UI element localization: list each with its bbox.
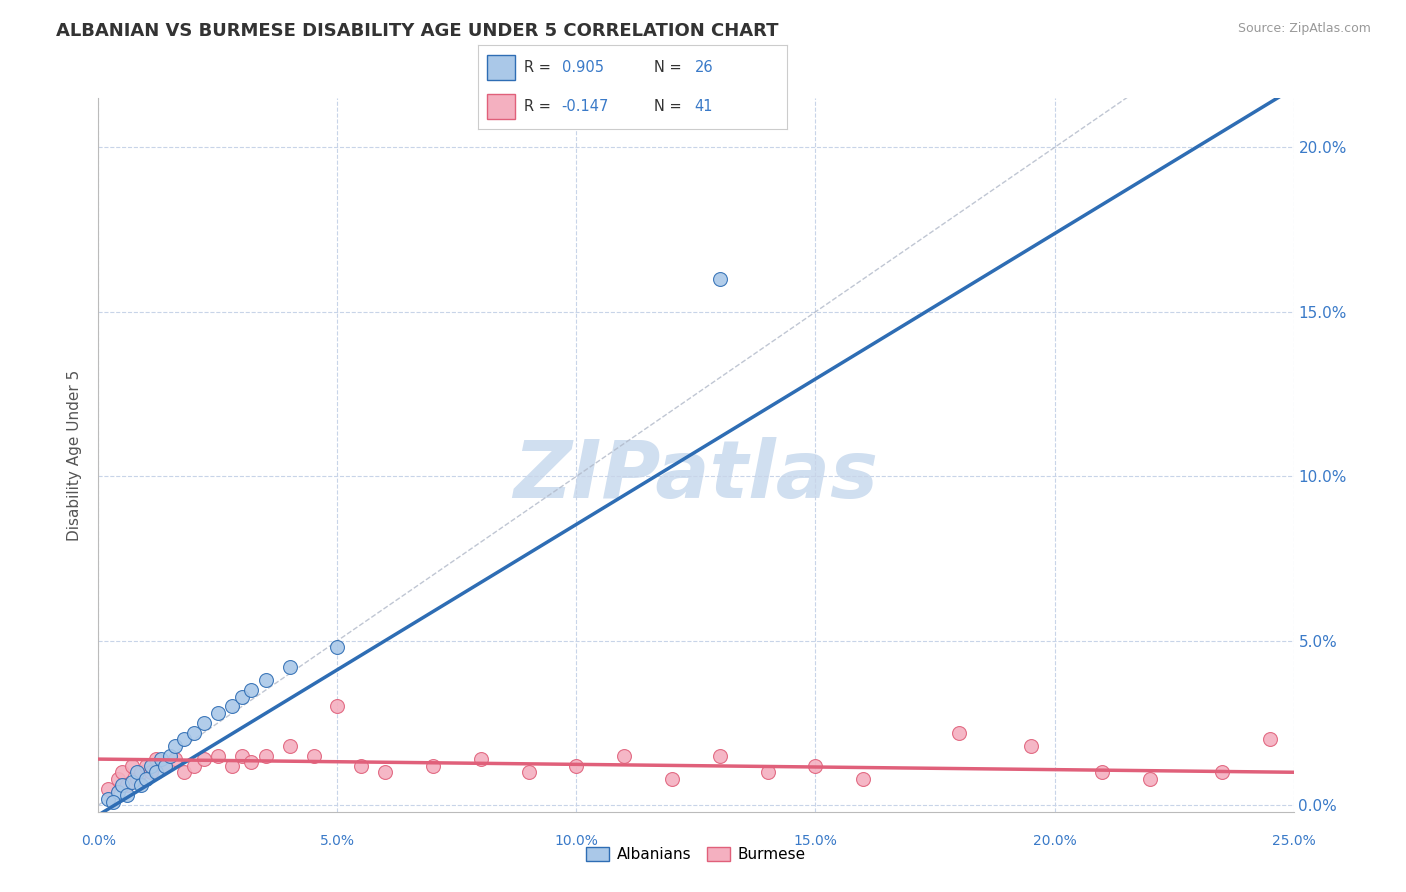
Text: 0.0%: 0.0% bbox=[82, 834, 115, 848]
Text: Source: ZipAtlas.com: Source: ZipAtlas.com bbox=[1237, 22, 1371, 36]
Point bbox=[155, 758, 177, 772]
Text: R =: R = bbox=[524, 60, 555, 75]
Point bbox=[139, 758, 162, 772]
Point bbox=[173, 765, 195, 780]
Point bbox=[149, 752, 172, 766]
Point bbox=[326, 640, 349, 655]
Point bbox=[193, 715, 215, 730]
Point bbox=[145, 765, 167, 780]
Point bbox=[221, 758, 243, 772]
Text: ZIPatlas: ZIPatlas bbox=[513, 437, 879, 516]
Text: N =: N = bbox=[654, 60, 686, 75]
Text: 41: 41 bbox=[695, 99, 713, 114]
Point bbox=[139, 765, 162, 780]
Point bbox=[709, 272, 731, 286]
Point bbox=[111, 765, 134, 780]
Point bbox=[326, 699, 349, 714]
Point bbox=[1091, 765, 1114, 780]
Point bbox=[422, 758, 444, 772]
Point bbox=[278, 660, 301, 674]
Point bbox=[709, 748, 731, 763]
Point bbox=[1019, 739, 1042, 753]
Point bbox=[173, 732, 195, 747]
Point bbox=[231, 690, 253, 704]
Text: 26: 26 bbox=[695, 60, 713, 75]
Point bbox=[1211, 765, 1233, 780]
Point bbox=[125, 765, 148, 780]
Text: R =: R = bbox=[524, 99, 555, 114]
Point bbox=[145, 752, 167, 766]
Point bbox=[207, 706, 229, 720]
Point bbox=[163, 752, 186, 766]
Point bbox=[111, 779, 134, 793]
Point bbox=[183, 758, 205, 772]
Point bbox=[207, 748, 229, 763]
Text: 10.0%: 10.0% bbox=[554, 834, 599, 848]
Text: 15.0%: 15.0% bbox=[793, 834, 838, 848]
Point bbox=[613, 748, 636, 763]
Point bbox=[1258, 732, 1281, 747]
Point bbox=[254, 748, 277, 763]
Point bbox=[97, 781, 120, 796]
Point bbox=[97, 791, 120, 805]
Point bbox=[240, 683, 263, 698]
FancyBboxPatch shape bbox=[488, 54, 515, 80]
Point bbox=[278, 739, 301, 753]
Point bbox=[374, 765, 396, 780]
FancyBboxPatch shape bbox=[488, 94, 515, 120]
Point bbox=[135, 772, 157, 786]
Point bbox=[565, 758, 588, 772]
Point bbox=[221, 699, 243, 714]
Point bbox=[852, 772, 875, 786]
Point bbox=[155, 758, 177, 772]
Point bbox=[107, 785, 129, 799]
Point bbox=[302, 748, 325, 763]
Point bbox=[240, 756, 263, 770]
Text: 25.0%: 25.0% bbox=[1271, 834, 1316, 848]
Point bbox=[1139, 772, 1161, 786]
Point bbox=[517, 765, 540, 780]
Text: N =: N = bbox=[654, 99, 686, 114]
Point bbox=[115, 789, 138, 803]
Point bbox=[163, 739, 186, 753]
Y-axis label: Disability Age Under 5: Disability Age Under 5 bbox=[67, 369, 83, 541]
Point bbox=[231, 748, 253, 763]
Point bbox=[804, 758, 827, 772]
Point bbox=[193, 752, 215, 766]
Text: 20.0%: 20.0% bbox=[1032, 834, 1077, 848]
Point bbox=[183, 726, 205, 740]
Point bbox=[115, 779, 138, 793]
Point bbox=[107, 772, 129, 786]
Point bbox=[350, 758, 373, 772]
Point bbox=[131, 779, 153, 793]
Point bbox=[131, 765, 153, 780]
Point bbox=[948, 726, 970, 740]
Point bbox=[470, 752, 492, 766]
Point bbox=[254, 673, 277, 688]
Point bbox=[121, 775, 143, 789]
Point bbox=[121, 758, 143, 772]
Legend: Albanians, Burmese: Albanians, Burmese bbox=[581, 841, 811, 868]
Point bbox=[661, 772, 683, 786]
Point bbox=[125, 772, 148, 786]
Point bbox=[756, 765, 779, 780]
Text: 5.0%: 5.0% bbox=[321, 834, 354, 848]
Point bbox=[135, 758, 157, 772]
Text: -0.147: -0.147 bbox=[561, 99, 609, 114]
Text: 0.905: 0.905 bbox=[561, 60, 603, 75]
Point bbox=[159, 748, 181, 763]
Text: ALBANIAN VS BURMESE DISABILITY AGE UNDER 5 CORRELATION CHART: ALBANIAN VS BURMESE DISABILITY AGE UNDER… bbox=[56, 22, 779, 40]
Point bbox=[101, 795, 124, 809]
